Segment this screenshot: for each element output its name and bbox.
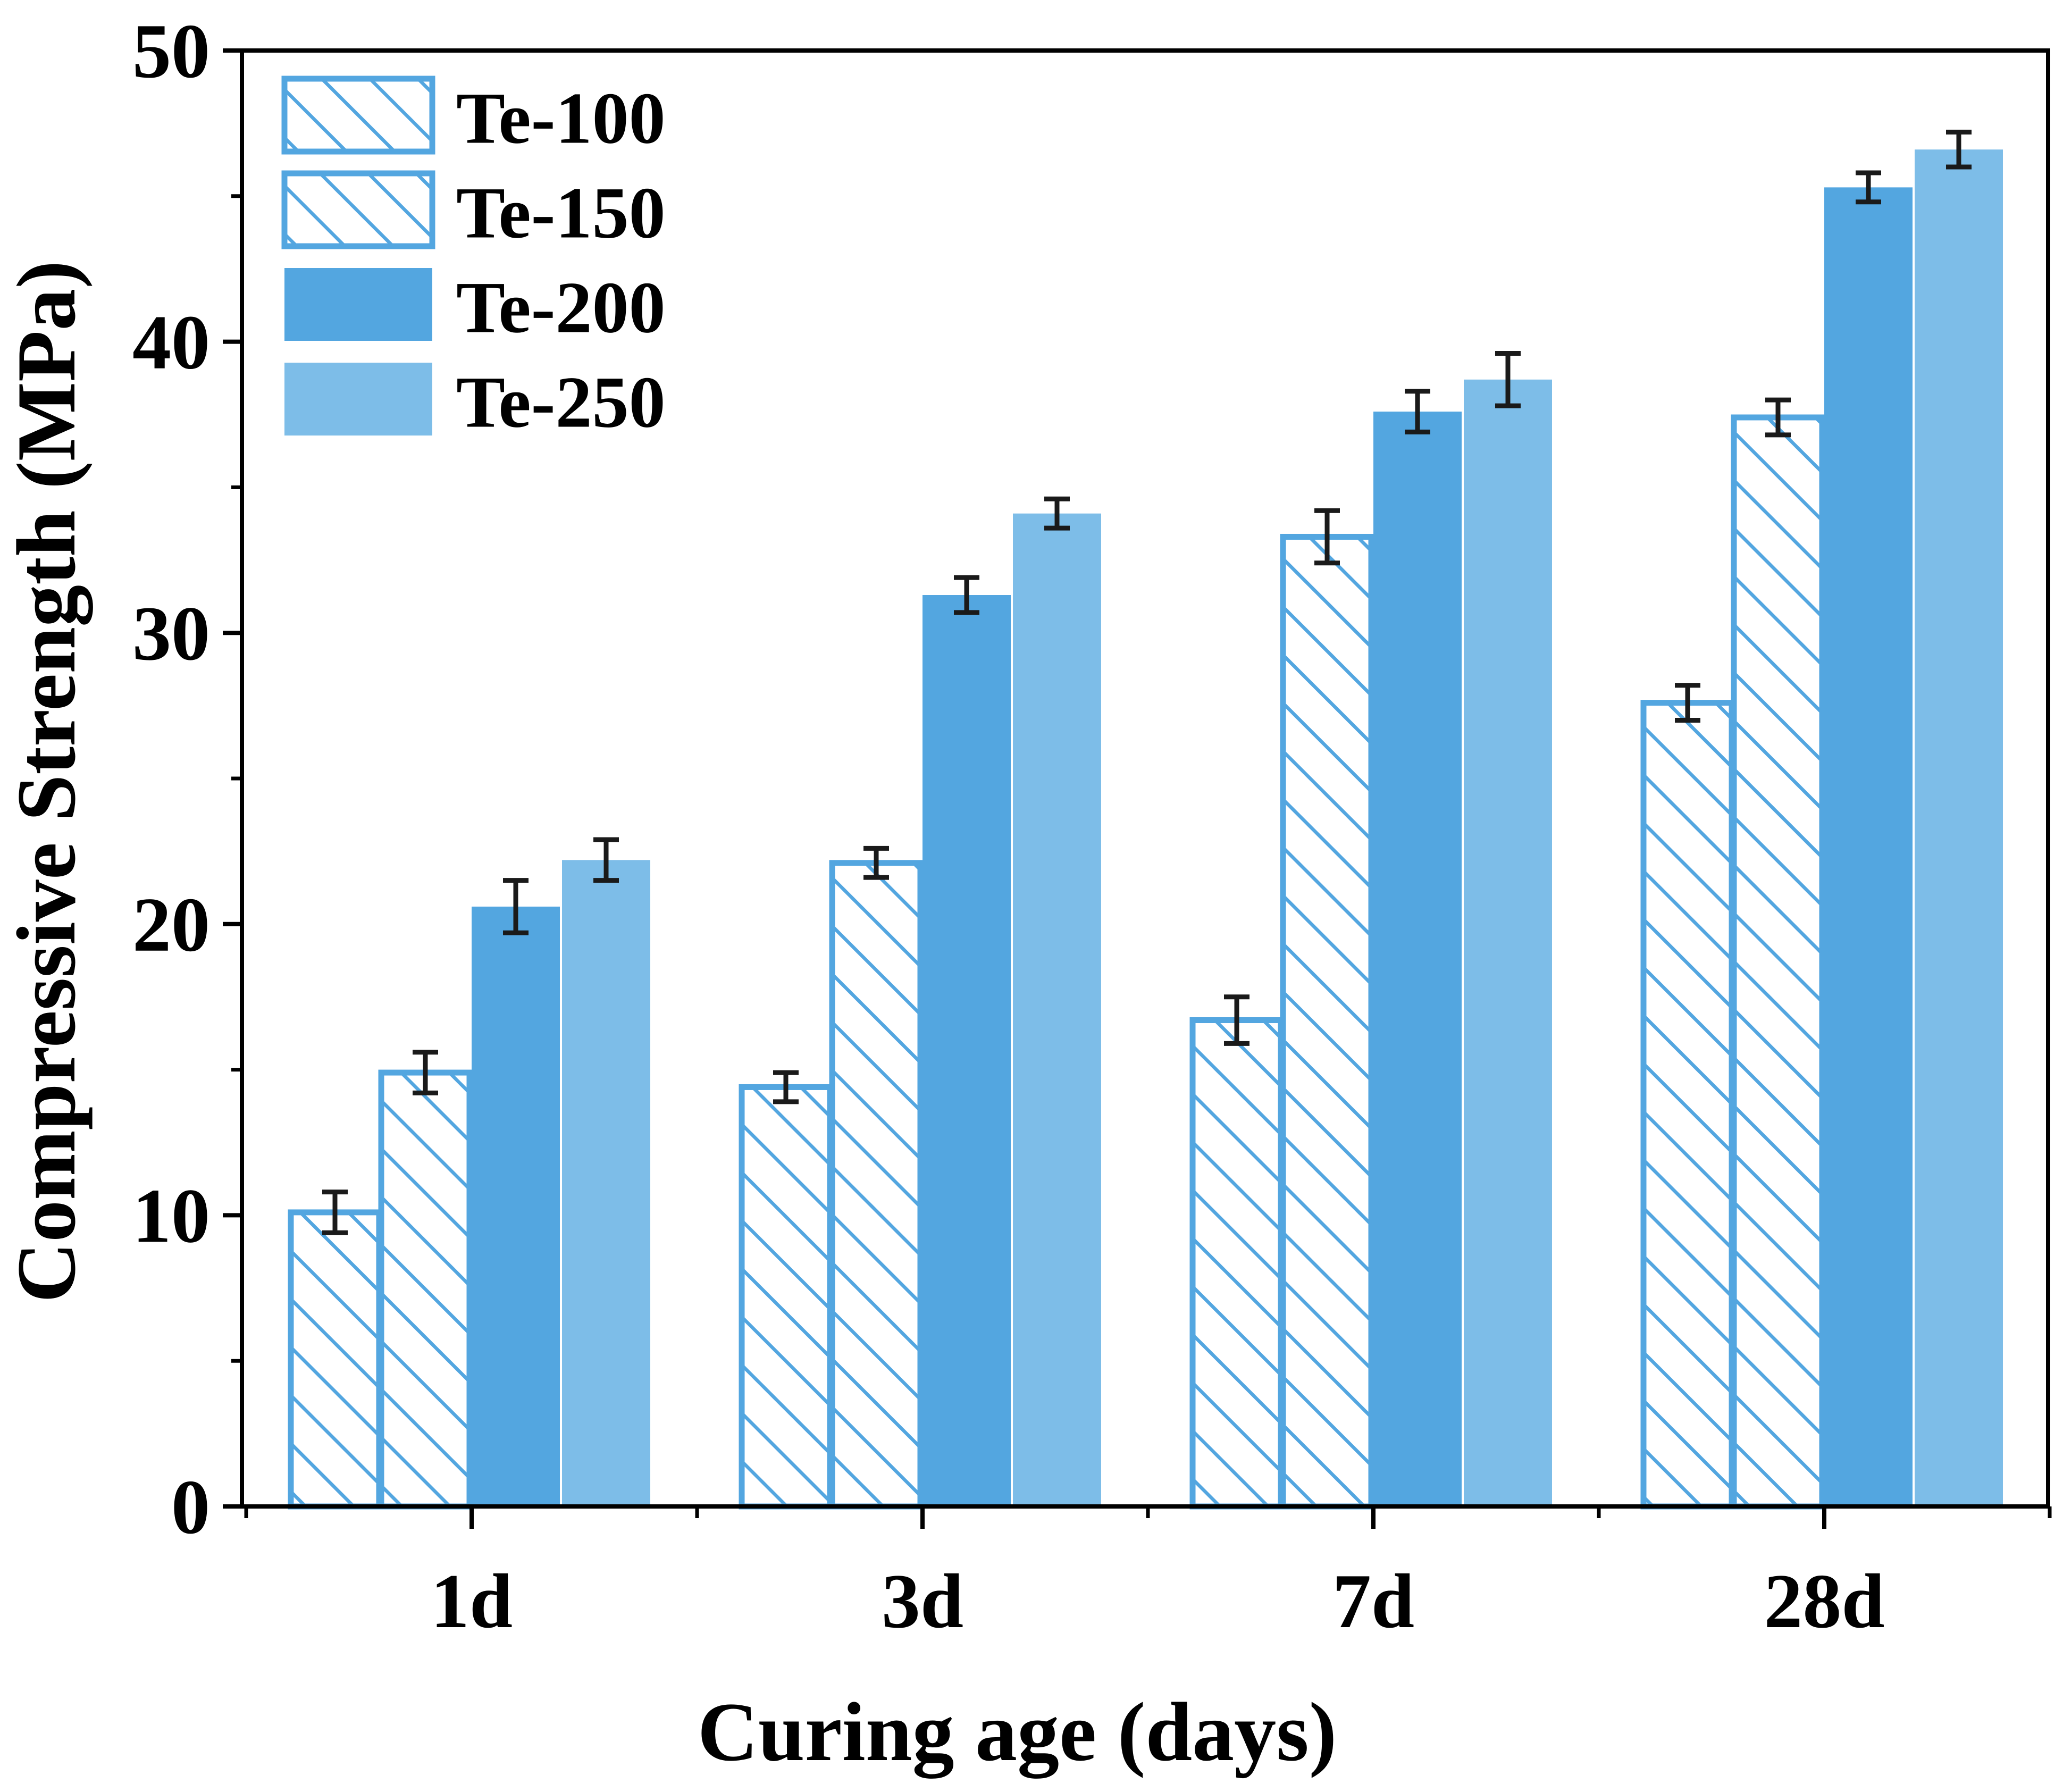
bar-te-200-1d: [472, 906, 560, 1506]
y-tick-label-20: 20: [132, 882, 210, 968]
bars-layer: [288, 149, 2003, 1510]
legend-label-te-250: Te-250: [456, 362, 666, 443]
legend-swatch-te-250: [284, 363, 432, 436]
bar-te-100-1d: [288, 1209, 382, 1510]
x-tick-label-7d: 7d: [1332, 1558, 1414, 1644]
y-axis-title: Compressive Strength (MPa): [0, 261, 93, 1303]
legend-swatch-te-100: [281, 76, 435, 155]
bar-te-150-3d: [829, 860, 924, 1510]
legend-swatch-te-200: [284, 268, 432, 341]
y-tick-label-50: 50: [132, 8, 210, 94]
legend-swatch-te-150: [281, 170, 435, 249]
bar-te-250-1d: [562, 860, 650, 1506]
legend-label-te-200: Te-200: [456, 267, 666, 348]
bar-te-150-1d: [378, 1069, 473, 1510]
bar-te-200-3d: [923, 595, 1011, 1506]
bar-te-100-28d: [1640, 700, 1735, 1510]
bar-te-200-28d: [1824, 187, 1913, 1506]
legend: Te-100 Te-150 Te-200 Te-250: [281, 76, 666, 443]
y-tick-label-30: 30: [132, 590, 210, 676]
bar-te-250-7d: [1464, 379, 1552, 1506]
y-tick-label-10: 10: [132, 1173, 210, 1259]
ticks-layer: 1d 3d 7d 28d 0 10 20 30 40 50: [132, 8, 2052, 1644]
bar-te-150-7d: [1280, 533, 1374, 1510]
bar-te-250-28d: [1915, 149, 2003, 1506]
x-tick-label-3d: 3d: [882, 1558, 963, 1644]
y-tick-label-40: 40: [132, 299, 210, 386]
x-axis-title: Curing age (days): [698, 1686, 1337, 1779]
bar-te-100-7d: [1189, 1017, 1284, 1510]
bar-te-250-3d: [1013, 513, 1101, 1506]
bar-te-150-28d: [1731, 414, 1825, 1510]
error-bars-layer: [322, 129, 1972, 1235]
x-tick-label-28d: 28d: [1764, 1558, 1884, 1644]
x-tick-label-1d: 1d: [431, 1558, 513, 1644]
legend-label-te-150: Te-150: [456, 172, 666, 254]
legend-label-te-100: Te-100: [456, 78, 666, 159]
bar-te-200-7d: [1373, 412, 1462, 1507]
y-tick-label-0: 0: [171, 1464, 210, 1550]
bar-te-100-3d: [739, 1084, 833, 1510]
